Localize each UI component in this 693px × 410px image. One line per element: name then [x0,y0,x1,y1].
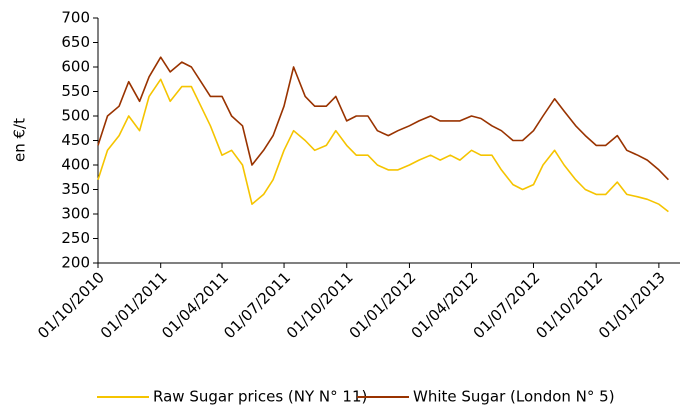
x-tick-label: 01/07/2012 [470,268,544,342]
y-tick-label: 500 [61,107,90,125]
series-line [97,56,669,181]
y-tick-label: 200 [61,254,90,272]
legend-label: Raw Sugar prices (NY N° 11) [153,388,367,406]
y-tick-label: 400 [61,156,90,174]
y-tick-label: 700 [61,9,90,27]
x-tick-label: 01/07/2011 [220,268,294,342]
x-tick-label: 01/10/2011 [283,268,357,342]
x-tick-label: 01/01/2013 [595,268,669,342]
legend-label: White Sugar (London N° 5) [413,388,615,406]
x-tick-label: 01/10/2010 [34,268,108,342]
y-tick-label: 300 [61,205,90,223]
y-axis-label: en €/t [11,118,29,162]
y-tick-label: 650 [61,33,90,51]
y-tick-label: 250 [61,229,90,247]
y-tick-label: 550 [61,82,90,100]
y-tick-label: 600 [61,58,90,76]
x-tick-label: 01/10/2012 [532,268,606,342]
series-line [97,78,669,213]
y-tick-label: 450 [61,131,90,149]
y-tick-label: 350 [61,180,90,198]
